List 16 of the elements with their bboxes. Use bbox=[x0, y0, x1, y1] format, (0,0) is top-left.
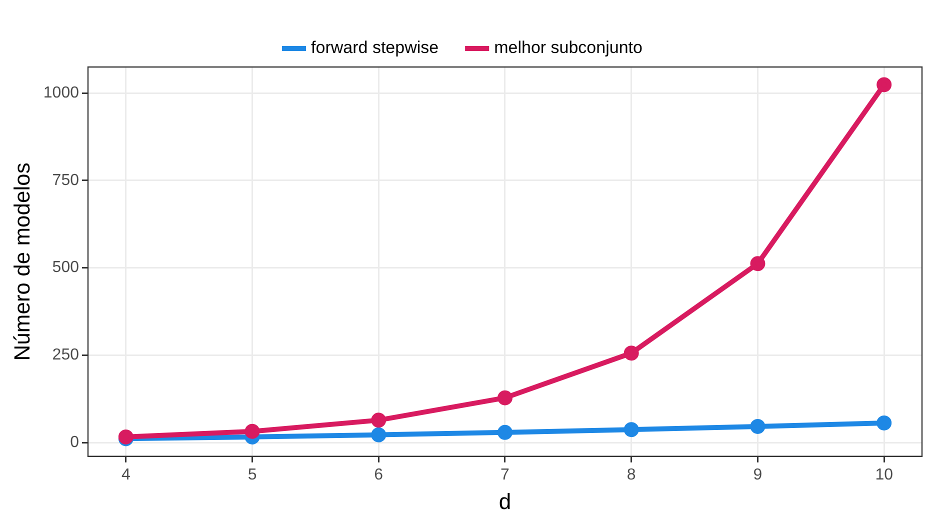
x-tick-label: 4 bbox=[121, 466, 130, 484]
x-axis-title: d bbox=[498, 488, 512, 514]
x-tick-label: 6 bbox=[374, 466, 384, 484]
x-tick-label: 10 bbox=[875, 466, 894, 484]
x-tick-label: 9 bbox=[753, 466, 762, 484]
y-tick-label: 1000 bbox=[43, 84, 80, 102]
legend-label: forward stepwise bbox=[311, 38, 439, 58]
x-tick-label: 7 bbox=[500, 466, 510, 484]
y-axis-title: Número de modelos bbox=[9, 162, 34, 361]
y-tick-label: 250 bbox=[52, 346, 80, 364]
y-tick-label: 750 bbox=[52, 172, 80, 189]
x-tick-label: 5 bbox=[248, 466, 257, 484]
y-tick-label: 0 bbox=[70, 434, 80, 451]
x-tick-label: 8 bbox=[626, 466, 636, 484]
legend-label: melhor subconjunto bbox=[494, 38, 642, 58]
y-tick-label: 500 bbox=[52, 259, 80, 276]
